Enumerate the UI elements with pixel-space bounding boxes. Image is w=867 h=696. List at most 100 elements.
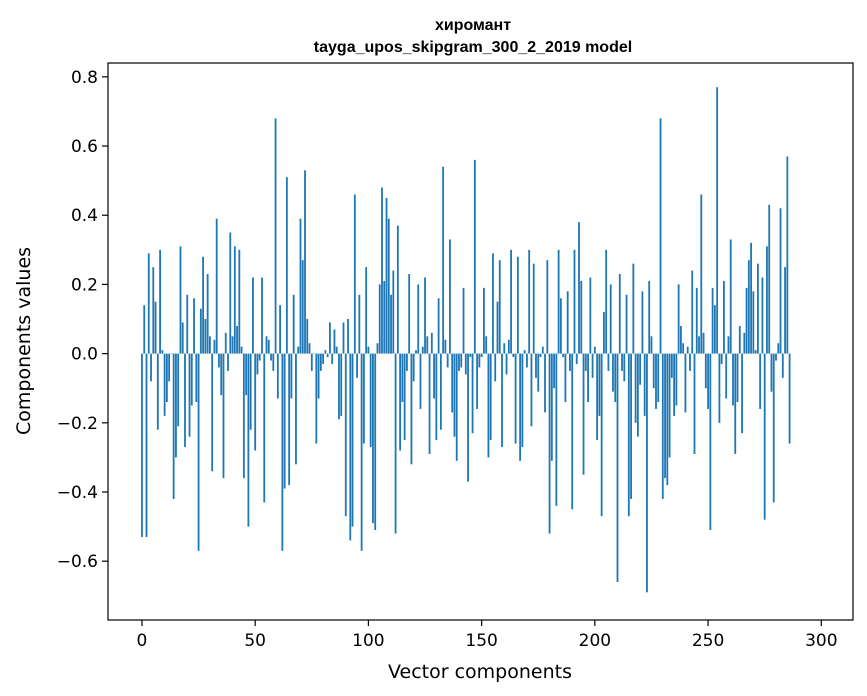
bar-183 — [555, 353, 558, 506]
bar-94 — [353, 194, 356, 354]
bar-88 — [340, 353, 343, 416]
bar-136 — [449, 239, 451, 354]
bar-54 — [263, 353, 266, 503]
bar-19 — [184, 353, 186, 448]
bar-256 — [720, 353, 723, 364]
bar-194 — [580, 280, 583, 354]
bar-60 — [276, 353, 279, 399]
bar-193 — [578, 222, 580, 354]
bar-134 — [444, 339, 447, 354]
bar-22 — [190, 353, 193, 406]
bar-78 — [317, 353, 320, 399]
bar-281 — [777, 343, 780, 354]
bar-153 — [487, 353, 490, 458]
bar-260 — [729, 239, 732, 354]
x-tick-label: 100 — [352, 631, 384, 651]
bar-3 — [147, 253, 150, 354]
bar-98 — [362, 353, 365, 444]
bar-48 — [249, 353, 252, 430]
bar-92 — [349, 353, 352, 541]
bar-101 — [369, 353, 372, 448]
x-tick-label: 200 — [579, 631, 611, 651]
bar-257 — [723, 280, 725, 354]
bar-42 — [236, 325, 238, 354]
bar-286 — [788, 353, 791, 444]
bar-75 — [310, 353, 313, 371]
bar-162 — [507, 339, 510, 354]
bar-148 — [476, 353, 479, 409]
bar-271 — [754, 350, 757, 354]
bar-237 — [677, 284, 680, 354]
bar-158 — [498, 260, 501, 354]
bar-167 — [519, 353, 522, 461]
bar-236 — [675, 353, 678, 406]
bar-0 — [141, 353, 143, 537]
bar-213 — [623, 353, 626, 382]
bar-139 — [455, 353, 458, 461]
bar-282 — [779, 208, 782, 354]
bar-178 — [544, 353, 546, 413]
bar-201 — [596, 353, 599, 441]
bar-254 — [716, 87, 719, 354]
bar-26 — [199, 308, 202, 354]
bar-21 — [188, 353, 191, 437]
bar-267 — [745, 287, 748, 354]
x-tick-label: 0 — [137, 631, 148, 651]
bar-73 — [306, 319, 309, 354]
x-axis-label: Vector components — [388, 661, 572, 683]
bar-235 — [673, 353, 676, 416]
bar-27 — [202, 256, 205, 354]
bar-119 — [410, 353, 413, 465]
bar-274 — [761, 277, 764, 354]
bar-155 — [492, 253, 494, 354]
bar-133 — [442, 166, 445, 354]
bar-156 — [494, 353, 497, 382]
bar-215 — [627, 353, 630, 517]
bar-168 — [521, 353, 524, 448]
bar-269 — [750, 242, 752, 354]
bar-102 — [372, 353, 374, 524]
bar-95 — [356, 353, 358, 378]
bar-31 — [211, 353, 214, 472]
bar-30 — [208, 336, 211, 354]
bar-270 — [752, 291, 755, 354]
bar-247 — [700, 194, 703, 354]
bar-124 — [421, 346, 424, 354]
bar-172 — [530, 353, 533, 427]
bar-120 — [412, 353, 415, 382]
bar-203 — [600, 353, 603, 517]
bar-208 — [612, 353, 614, 392]
bar-80 — [322, 353, 325, 364]
bar-198 — [589, 277, 592, 354]
bar-110 — [390, 294, 392, 354]
bar-82 — [326, 353, 329, 358]
y-tick-label: 0.2 — [71, 275, 98, 295]
bar-190 — [571, 353, 574, 510]
bar-259 — [727, 336, 730, 354]
bar-218 — [634, 353, 637, 423]
bar-126 — [426, 336, 429, 354]
bar-228 — [657, 353, 660, 403]
bar-132 — [439, 353, 442, 430]
bar-35 — [220, 353, 223, 396]
x-axis-ticks: 0 50 100 150 200 250 300 — [137, 620, 838, 651]
bar-39 — [229, 232, 232, 354]
bar-283 — [781, 353, 784, 378]
bar-112 — [394, 353, 397, 534]
bar-105 — [378, 284, 381, 354]
bar-229 — [659, 118, 662, 354]
bar-191 — [573, 249, 576, 354]
bar-220 — [639, 353, 642, 385]
bar-265 — [741, 353, 743, 434]
bar-74 — [308, 343, 311, 354]
bar-130 — [435, 353, 438, 441]
bar-231 — [664, 353, 666, 479]
bar-204 — [603, 312, 605, 354]
bar-97 — [360, 353, 363, 551]
bar-249 — [704, 353, 707, 389]
bar-113 — [396, 225, 399, 354]
bar-63 — [283, 353, 286, 489]
bar-24 — [195, 353, 198, 403]
bar-66 — [290, 353, 293, 399]
